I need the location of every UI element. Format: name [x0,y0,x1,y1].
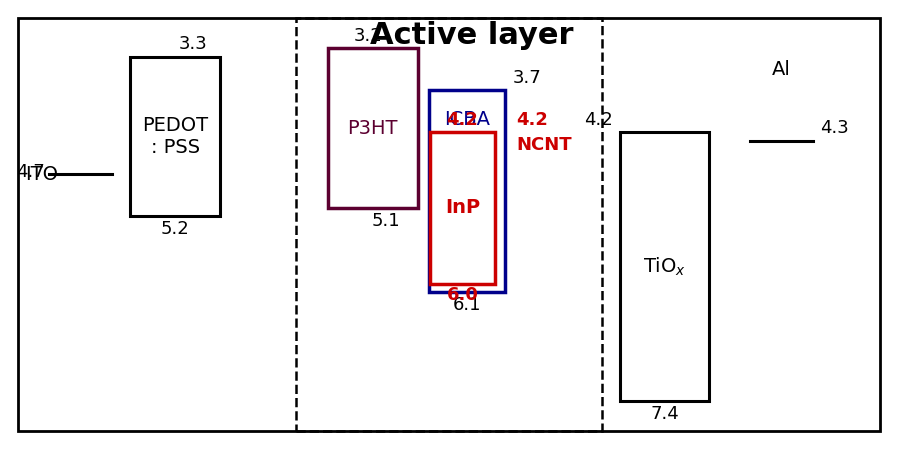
Text: 4.2: 4.2 [446,111,479,129]
Text: ICBA: ICBA [444,110,490,129]
Text: 3.3: 3.3 [179,35,207,53]
Text: 5.2: 5.2 [161,220,189,238]
Text: 4.2: 4.2 [515,111,548,129]
Text: P3HT: P3HT [348,119,398,137]
Text: Al: Al [771,60,791,79]
Text: InP: InP [445,198,480,217]
Text: 6.0: 6.0 [446,286,479,304]
Text: 7.4: 7.4 [650,405,679,423]
Text: ITO: ITO [25,165,58,184]
Text: 3.7: 3.7 [512,69,541,87]
Text: PEDOT
: PSS: PEDOT : PSS [142,116,208,157]
Text: TiO$_x$: TiO$_x$ [643,255,686,278]
Text: NCNT: NCNT [515,136,571,154]
Text: 4.7: 4.7 [16,163,45,181]
Text: Active layer: Active layer [370,22,573,50]
Text: 3.2: 3.2 [354,26,383,44]
Text: 4.3: 4.3 [820,119,849,137]
Text: 6.1: 6.1 [453,295,481,314]
Text: 5.1: 5.1 [372,211,401,229]
Text: 4.2: 4.2 [584,111,612,129]
